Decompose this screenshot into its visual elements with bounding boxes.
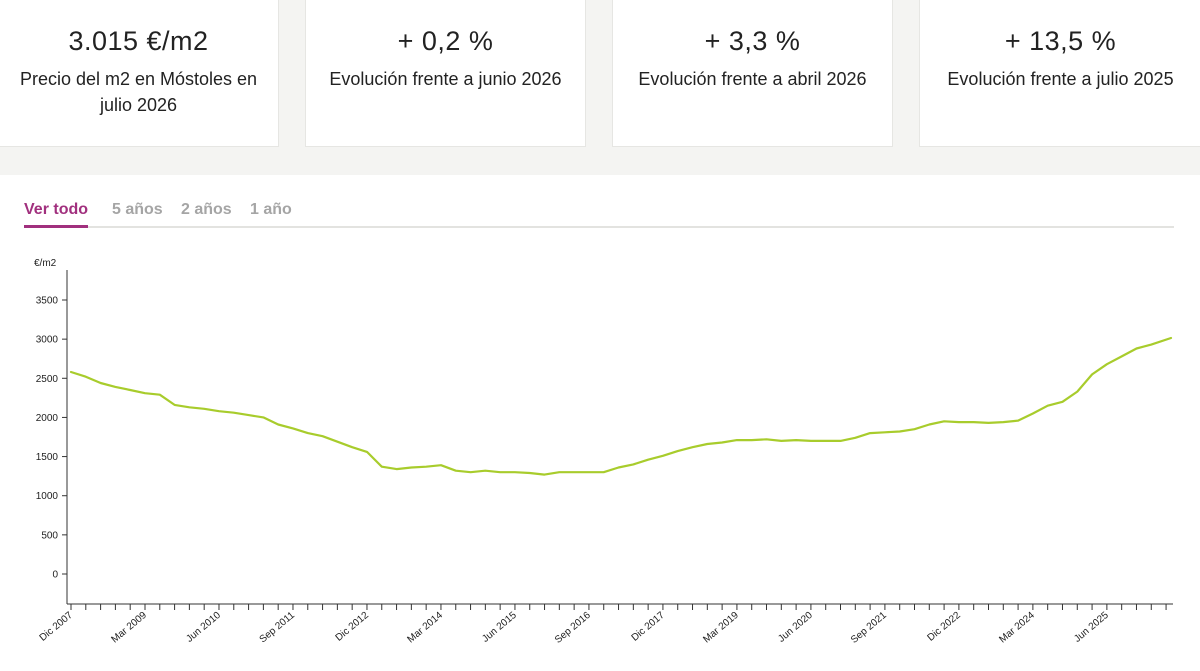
x-tick-label: Jun 2010 xyxy=(184,610,223,645)
x-axis-labels: Dic 2007 Mar 2009 Jun 2010 Sep 2011 Dic 2012… xyxy=(38,610,1112,646)
x-tick-label: Mar 2014 xyxy=(405,610,445,646)
tab-5-anos[interactable]: 5 años xyxy=(112,201,163,218)
x-tick-label: Dic 2012 xyxy=(334,610,372,644)
stat-label-month: Evolución frente a junio 2026 xyxy=(329,69,562,89)
y-axis: 0 500 1000 1500 2000 2500 3000 3500 xyxy=(36,270,68,604)
price-line-chart: €/m2 0 500 1000 1500 2000 2500 3000 3500 Dic 20… xyxy=(34,258,1173,646)
y-tick-label: 3500 xyxy=(36,296,59,307)
x-tick-label: Mar 2009 xyxy=(109,610,149,646)
y-tick-label: 3000 xyxy=(36,335,59,346)
x-tick-label: Sep 2016 xyxy=(553,610,593,646)
stat-card-price: 3.015 €/m2 Precio del m2 en Móstoles en … xyxy=(0,0,279,147)
x-tick-label: Jun 2025 xyxy=(1072,610,1111,645)
x-axis xyxy=(67,603,1173,610)
x-tick-label: Jun 2020 xyxy=(776,610,815,645)
tab-2-anos[interactable]: 2 años xyxy=(181,201,232,218)
x-tick-label: Jun 2015 xyxy=(480,610,519,645)
x-tick-label: Sep 2011 xyxy=(258,610,298,646)
stat-card-year: + 13,5 % Evolución frente a julio 2025 xyxy=(919,0,1200,147)
x-tick-label: Dic 2007 xyxy=(38,610,76,644)
stat-label-year: Evolución frente a julio 2025 xyxy=(947,69,1174,89)
tab-1-ano[interactable]: 1 año xyxy=(250,201,292,218)
stat-card-month: + 0,2 % Evolución frente a junio 2026 xyxy=(305,0,586,147)
range-tabs: Ver todo 5 años 2 años 1 año xyxy=(24,198,1174,228)
stat-value-price: 3.015 €/m2 xyxy=(68,26,209,56)
x-tick-label: Dic 2017 xyxy=(630,610,668,644)
x-tick-label: Dic 2022 xyxy=(926,610,964,644)
y-tick-label: 1000 xyxy=(36,491,59,502)
stat-value-quarter: + 3,3 % xyxy=(704,26,801,56)
price-series-line xyxy=(69,336,1173,476)
stat-card-quarter: + 3,3 % Evolución frente a abril 2026 xyxy=(612,0,893,147)
tab-ver-todo[interactable]: Ver todo xyxy=(24,201,89,228)
y-tick-label: 0 xyxy=(52,570,58,581)
stat-label-price: Precio del m2 en Móstoles en julio 2026 xyxy=(19,69,258,115)
stat-value-month: + 0,2 % xyxy=(397,26,494,56)
x-tick-label: Mar 2019 xyxy=(701,610,741,646)
y-axis-unit-label: €/m2 xyxy=(34,258,57,269)
stat-label-quarter: Evolución frente a abril 2026 xyxy=(638,69,867,89)
y-tick-label: 2500 xyxy=(36,374,59,385)
y-tick-label: 1500 xyxy=(36,452,59,463)
stats-band: 3.015 €/m2 Precio del m2 en Móstoles en … xyxy=(0,0,1200,175)
y-tick-label: 2000 xyxy=(36,413,59,424)
y-tick-label: 500 xyxy=(41,530,58,541)
x-tick-label: Sep 2021 xyxy=(849,610,889,646)
x-tick-label: Mar 2024 xyxy=(997,610,1037,646)
stat-value-year: + 13,5 % xyxy=(1004,26,1117,56)
